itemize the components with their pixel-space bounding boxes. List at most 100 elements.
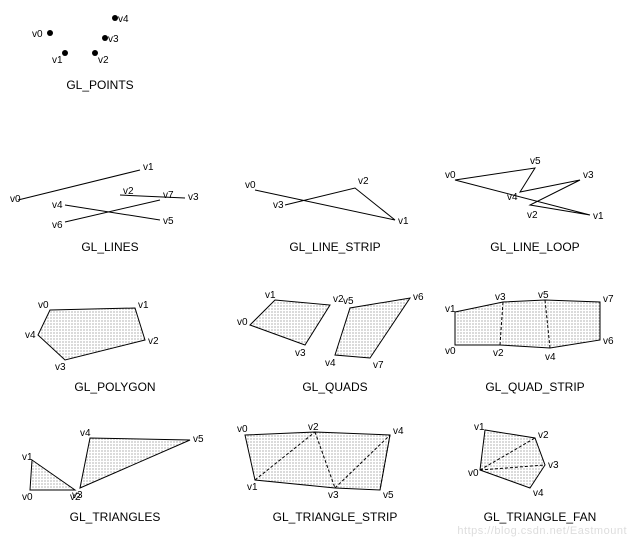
caption-label: GL_LINE_LOOP (445, 240, 625, 254)
vertex-label: v2 (527, 210, 538, 221)
vertex-label: v4 (118, 14, 129, 25)
vertex-label: v4 (393, 426, 404, 437)
quadstrip-fill (545, 300, 600, 348)
quad-shape (335, 298, 410, 358)
vertex-label: v2 (493, 348, 504, 359)
vertex-label: v3 (108, 34, 119, 45)
primitive-line_loop: v0 v1 v2 v3 v4 v5 GL_LINE_LOOP (445, 150, 625, 260)
vertex-label: v3 (72, 490, 83, 501)
vertex-label: v2 (538, 430, 549, 441)
vertex-label: v0 (237, 424, 248, 435)
vertex-label: v4 (507, 192, 518, 203)
vertex-label: v3 (188, 192, 199, 203)
diagram-svg: v0 v1 v2 v3 (245, 150, 425, 240)
vertex-point (92, 50, 98, 56)
vertex-label: v1 (143, 162, 154, 173)
vertex-label: v5 (383, 490, 394, 501)
diagram-svg: v0v1v2v3v4v5 (20, 420, 210, 510)
vertex-label: v0 (22, 492, 33, 503)
vertex-label: v3 (295, 348, 306, 359)
caption-label: GL_TRIANGLE_STRIP (235, 510, 435, 524)
vertex-label: v7 (163, 190, 174, 201)
vertex-label: v3 (495, 292, 506, 303)
primitive-line_strip: v0 v1 v2 v3 GL_LINE_STRIP (245, 150, 425, 260)
vertex-point (62, 50, 68, 56)
vertex-label: v3 (328, 490, 339, 501)
vertex-label: v4 (325, 358, 336, 369)
diagram-svg: v0v1v2v3v4v5v6v7 (235, 290, 435, 380)
vertex-label: v1 (22, 452, 33, 463)
vertex-label: v5 (538, 290, 549, 301)
vertex-label: v4 (25, 330, 36, 341)
vertex-label: v2 (123, 186, 134, 197)
vertex-label: v1 (445, 304, 456, 315)
vertex-label: v1 (138, 300, 149, 311)
vertex-label: v4 (52, 200, 63, 211)
primitive-triangles: v0v1v2v3v4v5GL_TRIANGLES (20, 420, 210, 530)
vertex-label: v2 (148, 336, 159, 347)
vertex-label: v0 (445, 170, 456, 181)
primitive-polygon: v0 v1 v2 v3 v4 GL_POLYGON (20, 290, 210, 400)
vertex-label: v7 (603, 294, 614, 305)
triangle-shape (80, 438, 190, 488)
caption-label: GL_TRIANGLE_FAN (460, 510, 620, 524)
vertex-label: v5 (193, 434, 204, 445)
vertex-label: v0 (245, 180, 256, 191)
vertex-label: v3 (583, 170, 594, 181)
vertex-label: v0 (237, 317, 248, 328)
vertex-label: v0 (10, 194, 21, 205)
caption-label: GL_LINE_STRIP (245, 240, 425, 254)
vertex-label: v1 (593, 211, 604, 222)
vertex-label: v4 (545, 352, 556, 363)
caption-label: GL_QUAD_STRIP (445, 380, 625, 394)
primitive-triangle_strip: v0 v1 v2 v3 v4 v5 GL_TRIANGLE_STRIP (235, 420, 435, 530)
vertex-label: v7 (373, 360, 384, 371)
primitive-points: v0 v1 v2 v3 v4 GL_POINTS (20, 8, 180, 98)
vertex-label: v2 (98, 55, 109, 66)
vertex-point (112, 15, 118, 21)
vertex-label: v5 (530, 156, 541, 167)
quadstrip-fill (500, 300, 550, 348)
caption-label: GL_QUADS (235, 380, 435, 394)
vertex-point (47, 30, 53, 36)
vertex-label: v0 (32, 29, 43, 40)
diagram-svg: v0 v1 v2 v3 v4 (20, 290, 210, 380)
vertex-label: v2 (358, 176, 369, 187)
triangle-shape (30, 460, 75, 490)
vertex-label: v1 (247, 482, 258, 493)
caption-label: GL_POLYGON (20, 380, 210, 394)
vertex-label: v6 (603, 336, 614, 347)
diagram-svg: v0 v1 v2 v3 v4 v5 v6 v7 (10, 150, 210, 240)
vertex-point (102, 35, 108, 41)
primitive-triangle_fan: v0v1v2v3v4GL_TRIANGLE_FAN (460, 420, 620, 530)
vertex-label: v3 (55, 362, 66, 373)
primitive-lines: v0 v1 v2 v3 v4 v5 v6 v7 GL_LINES (10, 150, 210, 260)
caption-label: GL_POINTS (20, 78, 180, 92)
vertex-label: v1 (474, 422, 485, 433)
vertex-label: v6 (413, 292, 424, 303)
vertex-label: v0 (468, 468, 479, 479)
polygon-shape (38, 308, 145, 360)
diagram-svg: v0v1v2v3v4 (460, 420, 620, 510)
vertex-label: v1 (265, 290, 276, 301)
diagram-svg: v0 v1 v2 v3 v4 v5 v6 v7 (445, 290, 625, 380)
vertex-label: v1 (398, 216, 409, 227)
line-segment (65, 200, 160, 222)
vertex-label: v5 (163, 216, 174, 227)
vertex-label: v3 (548, 460, 559, 471)
diagram-svg: v0 v1 v2 v3 v4 (20, 8, 180, 78)
line-segment (65, 205, 160, 220)
vertex-label: v6 (52, 220, 63, 231)
diagram-svg: v0 v1 v2 v3 v4 v5 (235, 420, 435, 510)
vertex-label: v0 (38, 300, 49, 311)
vertex-label: v3 (273, 200, 284, 211)
vertex-label: v1 (52, 55, 63, 66)
vertex-label: v0 (445, 346, 456, 357)
primitive-quad_strip: v0 v1 v2 v3 v4 v5 v6 v7 GL_QUAD_STRIP (445, 290, 625, 400)
vertex-label: v5 (343, 296, 354, 307)
polyloop (455, 168, 590, 215)
caption-label: GL_TRIANGLES (20, 510, 210, 524)
quad-shape (250, 300, 330, 345)
vertex-label: v2 (308, 422, 319, 433)
caption-label: GL_LINES (10, 240, 210, 254)
